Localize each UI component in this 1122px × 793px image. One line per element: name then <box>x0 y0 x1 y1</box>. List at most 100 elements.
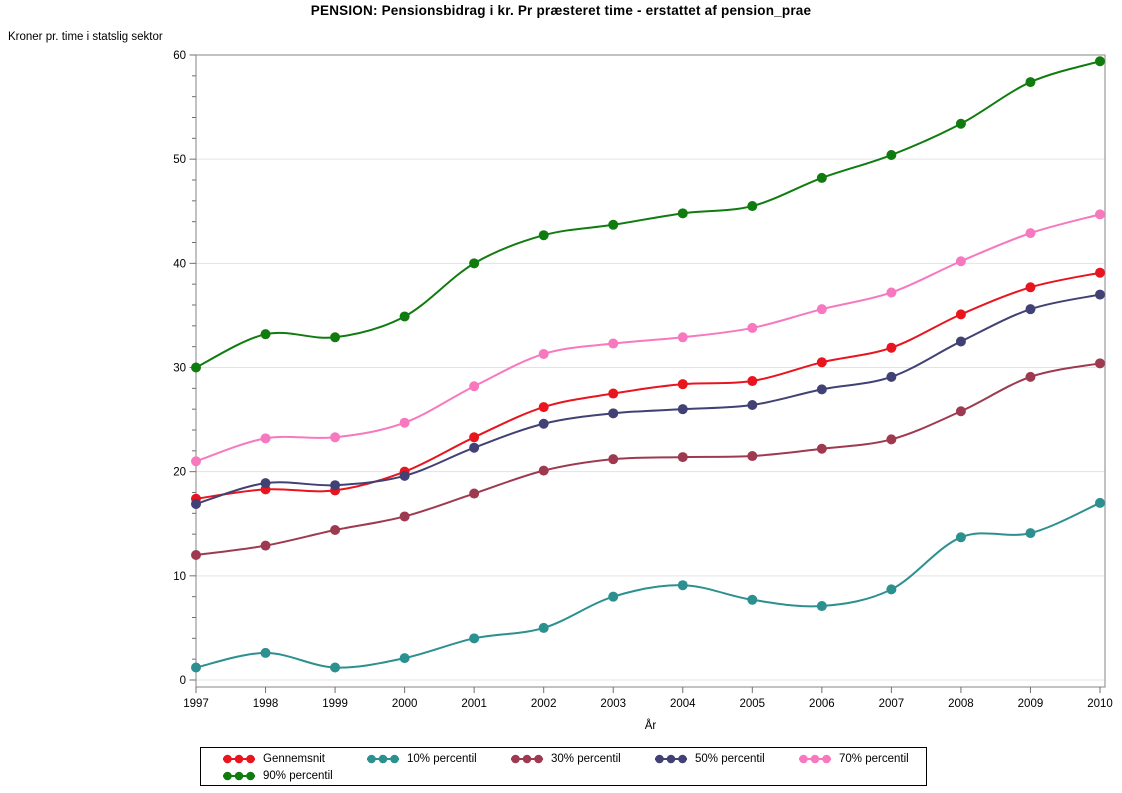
x-tick-label: 2005 <box>740 698 766 710</box>
data-point-30-percentil <box>1095 358 1105 369</box>
series-line-30-percentil <box>195 362 1101 556</box>
legend-entry-gennemsnit: Gennemsnit <box>221 753 365 765</box>
data-point-gennemsnit <box>608 388 619 399</box>
data-point-70-percentil <box>399 417 410 428</box>
data-point-90-percentil <box>260 329 271 340</box>
data-point-50-percentil <box>955 336 966 347</box>
data-point-90-percentil <box>747 201 758 212</box>
chart-title: PENSION: Pensionsbidrag i kr. Pr præster… <box>310 3 812 18</box>
data-point-90-percentil <box>816 172 827 183</box>
series-line-10-percentil <box>195 502 1101 669</box>
data-point-10-percentil <box>399 653 410 664</box>
series-30-percentil <box>191 358 1105 560</box>
data-point-gennemsnit <box>747 376 758 387</box>
data-point-50-percentil <box>330 480 341 491</box>
data-point-gennemsnit <box>1095 267 1105 278</box>
data-point-30-percentil <box>260 540 271 551</box>
data-point-10-percentil <box>469 633 480 644</box>
data-point-90-percentil <box>538 230 549 241</box>
y-axis-label: Kroner pr. time i statslig sektor <box>8 31 163 43</box>
data-point-70-percentil <box>191 456 201 467</box>
data-point-70-percentil <box>677 332 688 343</box>
data-point-30-percentil <box>677 452 688 463</box>
data-point-50-percentil <box>608 408 619 419</box>
series-50-percentil <box>191 289 1105 509</box>
data-point-50-percentil <box>677 404 688 415</box>
legend-marker-icon <box>511 754 543 763</box>
legend-label: 50% percentil <box>695 752 765 765</box>
data-point-50-percentil <box>191 498 201 509</box>
x-tick-label: 2004 <box>670 698 696 710</box>
series-line-50-percentil <box>195 293 1101 505</box>
data-point-30-percentil <box>399 511 410 522</box>
y-tick-label: 50 <box>173 154 186 166</box>
x-axis-label: År <box>644 720 657 732</box>
data-point-10-percentil <box>538 622 549 633</box>
data-point-90-percentil <box>886 150 897 160</box>
x-tick-label: 2010 <box>1087 698 1113 710</box>
data-point-gennemsnit <box>469 432 480 443</box>
data-point-gennemsnit <box>886 342 897 353</box>
legend-entry-30-percentil: 30% percentil <box>509 753 653 765</box>
data-point-90-percentil <box>330 332 341 343</box>
legend-entry-50-percentil: 50% percentil <box>653 753 797 765</box>
legend-box: Gennemsnit 10% percentil 30% percentil 50% … <box>200 747 927 786</box>
x-axis-ticks: 1997 1998 1999 2000 2001 2002 2003 2004 2005 2006… <box>183 687 1113 710</box>
series-90-percentil <box>191 56 1105 373</box>
data-point-30-percentil <box>330 525 341 535</box>
data-point-gennemsnit <box>816 357 827 368</box>
series-gennemsnit <box>191 267 1105 504</box>
data-point-70-percentil <box>747 322 758 333</box>
data-point-50-percentil <box>816 384 827 395</box>
data-point-70-percentil <box>955 256 966 267</box>
data-point-30-percentil <box>886 434 897 445</box>
data-point-10-percentil <box>677 580 688 591</box>
data-point-90-percentil <box>1095 56 1105 67</box>
legend-row: 90% percentil <box>221 767 926 784</box>
data-point-30-percentil <box>816 443 827 454</box>
legend-entry-10-percentil: 10% percentil <box>365 753 509 765</box>
data-point-70-percentil <box>260 433 271 444</box>
legend-label: Gennemsnit <box>263 752 326 765</box>
data-point-30-percentil <box>955 406 966 417</box>
x-tick-label: 2001 <box>461 698 487 710</box>
data-point-10-percentil <box>955 532 966 543</box>
data-point-30-percentil <box>191 550 201 560</box>
data-point-90-percentil <box>469 258 480 269</box>
gridlines <box>196 54 1105 681</box>
data-point-30-percentil <box>1025 371 1036 382</box>
legend-marker-icon <box>367 754 399 763</box>
data-point-10-percentil <box>1025 528 1036 539</box>
data-point-50-percentil <box>469 442 480 453</box>
data-point-70-percentil <box>608 338 619 349</box>
series-line-90-percentil <box>195 60 1101 369</box>
data-point-50-percentil <box>1025 304 1036 315</box>
x-tick-label: 2002 <box>531 698 557 710</box>
data-point-30-percentil <box>608 454 619 465</box>
data-point-90-percentil <box>399 311 410 322</box>
data-point-70-percentil <box>330 432 341 443</box>
series-10-percentil <box>191 497 1105 673</box>
y-tick-label: 20 <box>173 467 186 479</box>
data-point-90-percentil <box>955 118 966 129</box>
legend-entry-90-percentil: 90% percentil <box>221 770 365 782</box>
data-point-70-percentil <box>1025 228 1036 239</box>
x-tick-label: 2000 <box>392 698 418 710</box>
y-tick-label: 10 <box>173 571 186 583</box>
data-point-50-percentil <box>1095 289 1105 300</box>
data-point-10-percentil <box>1095 497 1105 508</box>
data-point-10-percentil <box>886 584 897 595</box>
data-point-50-percentil <box>538 418 549 429</box>
x-tick-label: 1997 <box>183 698 209 710</box>
data-point-90-percentil <box>677 208 688 219</box>
data-point-90-percentil <box>608 219 619 230</box>
legend-row: Gennemsnit 10% percentil 30% percentil 50% … <box>221 750 926 767</box>
data-point-10-percentil <box>816 601 827 612</box>
legend-label: 10% percentil <box>407 752 477 765</box>
x-tick-label: 1998 <box>253 698 279 710</box>
data-point-10-percentil <box>747 594 758 605</box>
legend-marker-icon <box>223 754 255 763</box>
legend-marker-icon <box>655 754 687 763</box>
